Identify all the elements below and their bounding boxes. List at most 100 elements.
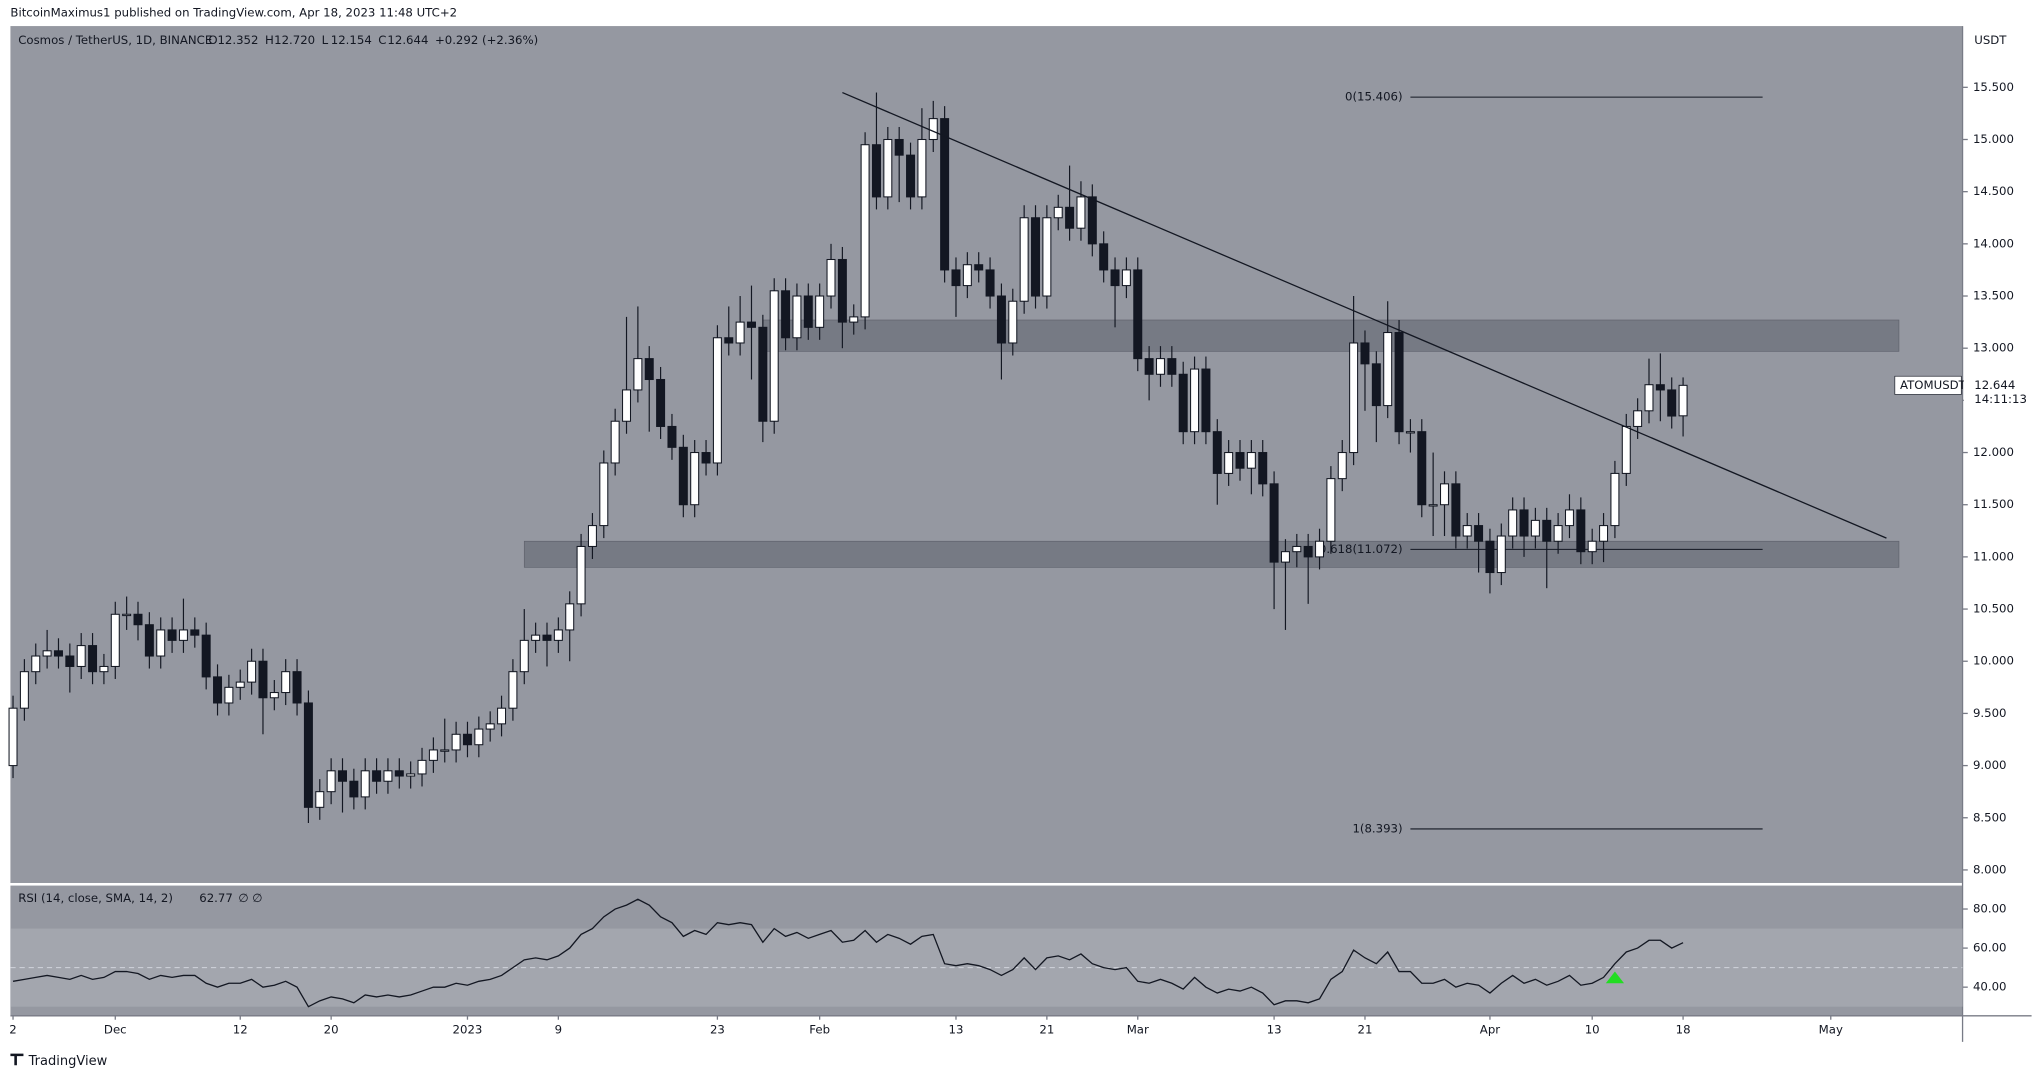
candle-body [144, 624, 154, 657]
candle-body [417, 759, 427, 775]
candle-body [1008, 300, 1018, 344]
candle-body [1678, 384, 1688, 417]
candle-body [326, 770, 336, 793]
candle-body [1224, 452, 1234, 474]
candle-body [1269, 483, 1279, 563]
trendline [842, 91, 1887, 539]
candle-body [1349, 342, 1359, 454]
candle-body [826, 258, 836, 297]
candle-body [622, 389, 632, 422]
candle-body [962, 264, 972, 287]
rsi-y-tick-label: 60.00 [1973, 941, 2007, 955]
x-tick-label: 23 [710, 1023, 725, 1037]
candle-body [474, 728, 484, 746]
ohlc-value: 12.720 [274, 33, 315, 47]
candle-body [1474, 525, 1484, 542]
candle-body [1564, 509, 1574, 527]
candle-body [19, 671, 29, 709]
candle-body [781, 290, 791, 339]
zone [762, 319, 1900, 352]
y-tick-label: 10.000 [1973, 654, 2014, 668]
x-tick-label: 20 [324, 1023, 339, 1037]
candle-body [871, 144, 881, 198]
candle-body [451, 733, 461, 751]
x-tick-label: Mar [1127, 1023, 1149, 1037]
candle-body [906, 154, 916, 198]
candle-body [1633, 410, 1643, 427]
logo [10, 1053, 24, 1066]
y-tick-label: 8.500 [1973, 810, 2007, 824]
candle-body [724, 337, 734, 344]
x-tick-label: 12 [233, 1023, 248, 1037]
candle-body [1280, 551, 1290, 563]
candle-body [1178, 373, 1188, 433]
x-tick-label: 21 [1039, 1023, 1054, 1037]
y-tick-label: 11.000 [1973, 549, 2014, 563]
candle-body [815, 295, 825, 328]
candle-body [633, 358, 643, 391]
candle-body [758, 326, 768, 422]
candle-body [1644, 384, 1654, 412]
candle-body [951, 269, 961, 287]
candle-body [1315, 540, 1325, 558]
candle-body [213, 676, 223, 704]
candle-body [1292, 545, 1302, 553]
candle-body [849, 316, 859, 323]
ohlc-key: H [265, 33, 274, 47]
candle-body [65, 655, 75, 667]
candle-body [519, 639, 529, 673]
candle-body [985, 269, 995, 297]
candle-body [383, 770, 393, 782]
candle-body [349, 780, 359, 798]
candle-body [190, 629, 200, 636]
candle-body [292, 671, 302, 704]
candle-body [1087, 196, 1097, 245]
candle-body [269, 692, 279, 699]
y-tick-label: 13.000 [1973, 341, 2014, 355]
candle-body [860, 144, 870, 318]
x-tick-label: 2 [9, 1023, 16, 1037]
rsi-value: 62.77 [199, 891, 233, 905]
candle-body [1383, 332, 1393, 407]
rsi-line [12, 898, 1684, 1008]
candle-body [1053, 206, 1063, 219]
candle-body [917, 138, 927, 198]
candle-body [88, 645, 98, 673]
candle-body [1167, 358, 1177, 375]
candle-body [1190, 368, 1200, 433]
y-tick-label: 15.500 [1973, 80, 2014, 94]
candle-body [1246, 452, 1256, 469]
candle-body [803, 295, 813, 328]
y-tick-label: 13.500 [1973, 289, 2014, 303]
candle-body [553, 629, 563, 641]
candle-body [974, 264, 984, 271]
y-tick-label: 8.000 [1973, 862, 2007, 876]
candle-body [1121, 269, 1131, 287]
candle-body [462, 733, 472, 746]
candle-body [565, 603, 575, 631]
candle-body [610, 420, 620, 464]
candle-body [406, 773, 416, 777]
x-tick-label: 10 [1585, 1023, 1600, 1037]
candle-body [281, 671, 291, 694]
candle-body [1133, 269, 1143, 360]
candle-body [258, 660, 268, 699]
candle-body [837, 258, 847, 323]
candle-body [1519, 509, 1529, 537]
countdown: 14:11:13 [1974, 392, 2027, 406]
x-tick-label: Apr [1480, 1023, 1500, 1037]
candle-body [1485, 540, 1495, 574]
candle-body [542, 634, 552, 641]
x-tick-label: 21 [1358, 1023, 1373, 1037]
rsi-signal [1605, 971, 1625, 984]
candle-body [576, 545, 586, 605]
candle-body [1326, 478, 1336, 542]
candle-body [1303, 545, 1313, 558]
candle-body [1496, 535, 1506, 574]
candle-body [372, 770, 382, 782]
candle-body [1405, 431, 1415, 434]
zone [523, 540, 1900, 568]
y-tick-label: 10.500 [1973, 602, 2014, 616]
candle-body [1530, 519, 1540, 537]
